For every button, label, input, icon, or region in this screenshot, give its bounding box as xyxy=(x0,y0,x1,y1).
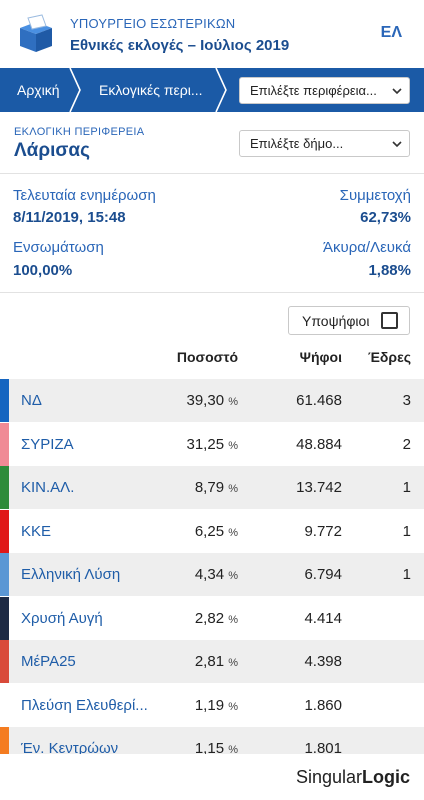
party-percent: 8,79 % xyxy=(194,479,238,496)
table-row[interactable]: ΜέΡΑ25 2,81 % 4.398 xyxy=(0,640,424,683)
chevron-down-icon xyxy=(392,88,402,95)
party-name[interactable]: ΚΚΕ xyxy=(21,522,52,540)
breadcrumb-separator-icon xyxy=(215,68,227,112)
party-percent: 6,25 % xyxy=(194,522,238,540)
candidates-checkbox[interactable] xyxy=(381,312,398,329)
municipality-select-value: Επιλέξτε δήμο... xyxy=(250,136,344,151)
party-color-bar xyxy=(0,727,9,754)
election-title: Εθνικές εκλογές – Ιούλιος 2019 xyxy=(70,37,290,54)
ballot-box-icon xyxy=(20,14,52,52)
party-votes: 9.772 xyxy=(304,522,342,540)
region-select[interactable]: Επιλέξτε περιφέρεια... xyxy=(239,77,410,104)
party-color-bar xyxy=(0,596,9,640)
party-color-bar xyxy=(0,509,9,553)
breadcrumb-home[interactable]: Αρχική xyxy=(17,82,60,98)
turnout-label: Συμμετοχή xyxy=(339,187,411,204)
table-row[interactable]: ΚΙΝ.ΑΛ. 8,79 % 13.742 1 xyxy=(0,466,424,509)
candidates-toggle[interactable]: Υποψήφιοι xyxy=(288,306,410,335)
ministry-title: ΥΠΟΥΡΓΕΙΟ ΕΣΩΤΕΡΙΚΩΝ xyxy=(70,16,236,31)
party-seats: 1 xyxy=(402,522,411,540)
party-votes: 4.414 xyxy=(304,609,342,627)
party-name[interactable]: ΝΔ xyxy=(21,392,42,409)
singularlogic-logo: SingularLogic xyxy=(295,767,410,787)
table-row[interactable]: ΝΔ 39,30 % 61.468 3 xyxy=(0,379,424,422)
party-votes: 4.398 xyxy=(304,653,342,670)
party-percent: 2,81 % xyxy=(194,653,238,670)
party-seats: 3 xyxy=(402,392,411,409)
party-votes: 61.468 xyxy=(296,392,342,409)
party-seats: 1 xyxy=(402,479,411,496)
invalid-value: 1,88% xyxy=(368,262,411,279)
party-votes: 13.742 xyxy=(296,479,342,496)
last-update-value: 8/11/2019, 15:48 xyxy=(13,209,126,226)
party-name[interactable]: Ελληνική Λύση xyxy=(21,566,121,583)
party-name[interactable]: ΚΙΝ.ΑΛ. xyxy=(21,479,75,496)
party-votes: 1.860 xyxy=(304,696,342,714)
party-color-bar xyxy=(0,683,9,727)
party-name[interactable]: Έν. Κεντρώων xyxy=(21,740,119,754)
divider xyxy=(0,292,424,293)
party-color-bar xyxy=(0,640,9,683)
column-header-seats: Έδρες xyxy=(367,349,411,365)
party-name[interactable]: Χρυσή Αυγή xyxy=(21,609,103,627)
party-name[interactable]: ΣΥΡΙΖΑ xyxy=(21,435,74,453)
app-header: ΥΠΟΥΡΓΕΙΟ ΕΣΩΤΕΡΙΚΩΝ Εθνικές εκλογές – Ι… xyxy=(0,0,424,68)
table-row[interactable]: Χρυσή Αυγή 2,82 % 4.414 xyxy=(0,596,424,640)
turnout-value: 62,73% xyxy=(360,209,411,226)
party-percent: 31,25 % xyxy=(186,435,239,453)
municipality-select[interactable]: Επιλέξτε δήμο... xyxy=(239,130,410,157)
party-color-bar xyxy=(0,553,9,596)
party-color-bar xyxy=(0,466,9,509)
candidates-toggle-label: Υποψήφιοι xyxy=(302,313,370,329)
breadcrumb-regions[interactable]: Εκλογικές περι... xyxy=(99,82,203,98)
region-select-value: Επιλέξτε περιφέρεια... xyxy=(250,83,377,98)
language-switch[interactable]: ΕΛ xyxy=(380,24,402,41)
footer: SingularLogic xyxy=(0,754,424,800)
column-header-percent: Ποσοστό xyxy=(176,349,238,365)
party-color-bar xyxy=(0,379,9,422)
invalid-label: Άκυρα/Λευκά xyxy=(323,239,411,256)
table-row[interactable]: Πλεύση Ελευθερί... 1,19 % 1.860 xyxy=(0,683,424,727)
party-percent: 4,34 % xyxy=(194,566,238,583)
breadcrumb-separator-icon xyxy=(69,68,81,112)
integration-label: Ενσωμάτωση xyxy=(13,239,104,256)
party-percent: 1,19 % xyxy=(194,696,238,714)
column-header-votes: Ψήφοι xyxy=(299,349,342,365)
party-percent: 1,15 % xyxy=(194,740,238,754)
table-row[interactable]: Ελληνική Λύση 4,34 % 6.794 1 xyxy=(0,553,424,596)
table-row[interactable]: ΚΚΕ 6,25 % 9.772 1 xyxy=(0,509,424,553)
party-percent: 2,82 % xyxy=(194,609,238,627)
table-row[interactable]: Έν. Κεντρώων 1,15 % 1.801 xyxy=(0,727,424,754)
region-name: Λάρισας xyxy=(14,140,90,161)
table-row[interactable]: ΣΥΡΙΖΑ 31,25 % 48.884 2 xyxy=(0,422,424,466)
party-votes: 48.884 xyxy=(296,435,342,453)
party-votes: 6.794 xyxy=(304,566,342,583)
party-seats: 1 xyxy=(402,566,411,583)
chevron-down-icon xyxy=(392,141,402,148)
integration-value: 100,00% xyxy=(13,262,73,279)
region-label: ΕΚΛΟΓΙΚΗ ΠΕΡΙΦΕΡΕΙΑ xyxy=(14,126,145,138)
party-color-bar xyxy=(0,422,9,466)
party-votes: 1.801 xyxy=(304,740,342,754)
divider xyxy=(0,173,424,174)
party-name[interactable]: ΜέΡΑ25 xyxy=(21,653,76,670)
party-percent: 39,30 % xyxy=(186,392,239,409)
party-name[interactable]: Πλεύση Ελευθερί... xyxy=(21,696,148,714)
results-table: ΝΔ 39,30 % 61.468 3 ΣΥΡΙΖΑ 31,25 % 48.884 2 ΚΙΝ.… xyxy=(0,379,424,754)
party-seats: 2 xyxy=(402,435,411,453)
last-update-label: Τελευταία ενημέρωση xyxy=(13,187,156,204)
